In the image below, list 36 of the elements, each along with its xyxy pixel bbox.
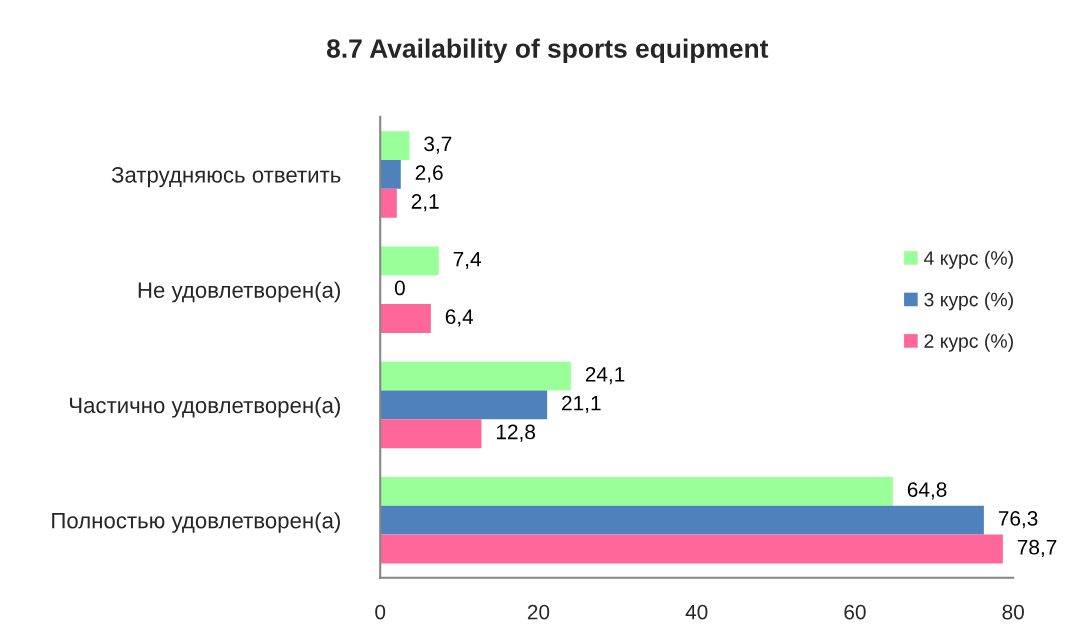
- legend-label: 2 курс (%): [924, 333, 1013, 352]
- data-label: 64,8: [907, 482, 947, 500]
- bar: [380, 131, 410, 161]
- bar: [380, 188, 397, 218]
- bar: [380, 534, 1003, 564]
- x-tick-label: 60: [844, 604, 866, 620]
- data-label: 76,3: [998, 511, 1038, 529]
- data-label: 21,1: [562, 395, 601, 413]
- bar: [380, 160, 401, 189]
- data-label: 2,6: [415, 165, 443, 183]
- y-tick-label: Частично удовлетворен(а): [70, 396, 340, 418]
- y-tick-label: Полностью удовлетворен(а): [52, 512, 340, 533]
- data-label: 7,4: [453, 251, 481, 269]
- bar: [380, 476, 893, 506]
- y-tick-label: Затрудняюсь ответить: [111, 167, 341, 188]
- chart-title: 8.7 Availability of sports equipment: [326, 38, 769, 64]
- bar: [380, 505, 984, 535]
- bar: [380, 304, 431, 333]
- data-label: 2,1: [411, 194, 439, 212]
- legend-label: 3 курс (%): [924, 292, 1013, 311]
- data-label: 0: [394, 280, 405, 296]
- x-tick-label: 40: [685, 604, 708, 620]
- bar: [380, 246, 439, 276]
- bar: [380, 419, 482, 449]
- data-label: 3,7: [424, 136, 452, 154]
- x-tick-label: 0: [375, 604, 386, 620]
- bar: [380, 390, 548, 420]
- x-tick-label: 80: [1002, 604, 1024, 620]
- y-tick-label: Не удовлетворен(а): [138, 281, 340, 303]
- data-label: 6,4: [445, 309, 474, 327]
- data-label: 12,8: [496, 424, 536, 442]
- bar: [380, 361, 571, 391]
- x-tick-label: 20: [527, 604, 550, 620]
- data-label: 24,1: [585, 366, 625, 385]
- data-label: 78,7: [1017, 539, 1057, 558]
- legend-label: 4 курс (%): [923, 250, 1013, 269]
